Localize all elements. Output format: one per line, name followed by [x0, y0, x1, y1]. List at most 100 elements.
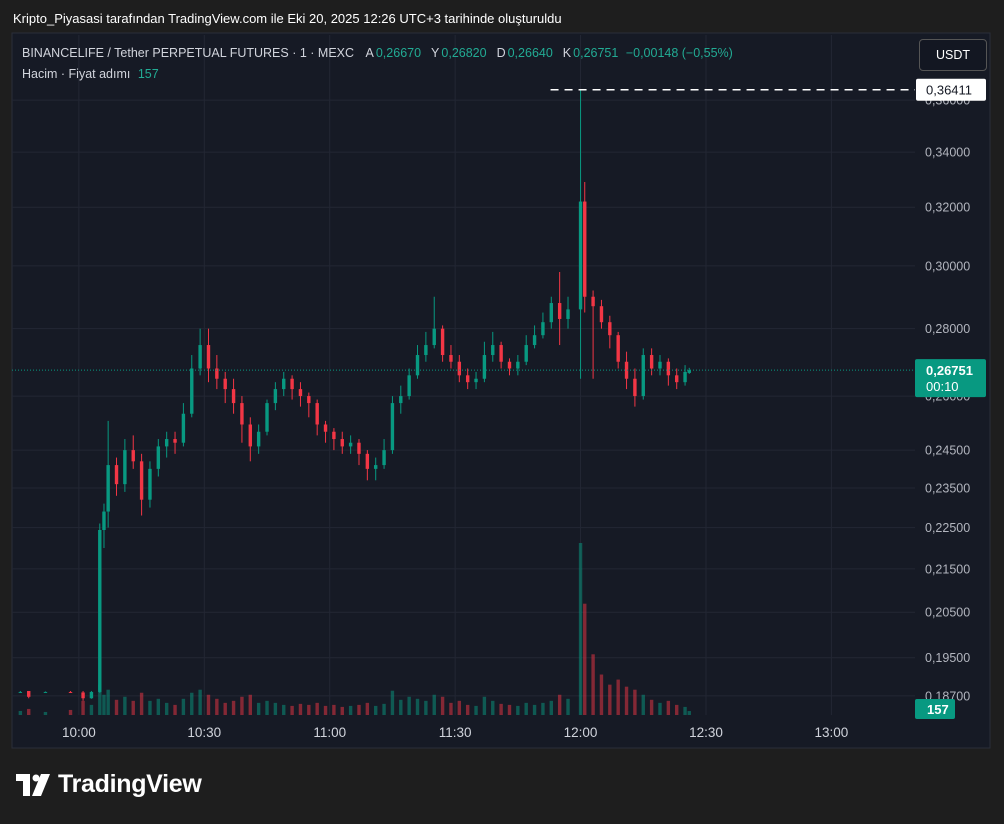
volume-bar [666, 700, 671, 715]
candle-body [156, 446, 161, 469]
logo-icon [16, 773, 50, 796]
candle-body [591, 296, 595, 307]
volume-bar [633, 689, 637, 715]
currency-button[interactable]: USDT [919, 39, 987, 71]
candle-body [148, 468, 152, 500]
volume-bar [474, 705, 478, 715]
ohlc-value: 0,26670 [375, 46, 422, 60]
candle-body [407, 375, 411, 397]
candle-body [557, 303, 562, 319]
y-tick-label: 0,30000 [925, 259, 970, 273]
volume-bar [440, 696, 445, 715]
candle-body [491, 345, 495, 356]
candle-body [206, 345, 211, 369]
candle-body [549, 303, 553, 323]
ohlc-value: 0,26820 [441, 46, 487, 60]
volume-bar [231, 700, 236, 715]
y-tick-label: 0,28000 [925, 322, 970, 336]
legend: BINANCELIFE / Tether PERPETUAL FUTURES ·… [22, 46, 735, 60]
candle-body [282, 378, 286, 390]
volume-bar [307, 704, 311, 715]
y-tick-label: 0,24500 [925, 444, 970, 458]
volume-bar [624, 686, 629, 715]
candle-body [265, 403, 269, 432]
volume-bar [482, 696, 487, 715]
volume-bar [164, 702, 169, 715]
candle-body [164, 439, 169, 447]
candle-body [43, 691, 48, 693]
volume-bar [332, 704, 336, 715]
volume-bar [465, 704, 470, 715]
candle-body [616, 335, 620, 362]
caption: Kripto_Piyasasi tarafından TradingView.c… [13, 11, 562, 26]
volume-bar [516, 705, 520, 715]
volume-bar [424, 700, 428, 715]
candle-body [307, 396, 311, 404]
candle-body [541, 322, 545, 336]
ohlc-value: 0,26751 [573, 46, 619, 60]
volume-bar [457, 700, 462, 715]
volume-bar [68, 709, 73, 715]
volume-bar [106, 689, 110, 715]
volume-bar [687, 711, 691, 715]
candle-body [649, 355, 654, 369]
volume-bar [541, 702, 545, 715]
ohlc-key: K [562, 46, 572, 60]
candle-body [27, 690, 31, 697]
volume-bar [148, 700, 152, 715]
candle-body [578, 201, 583, 310]
last-price-box [915, 359, 986, 398]
volume-bar [683, 706, 687, 715]
volume-bar [181, 698, 186, 715]
volume-bar [81, 700, 85, 715]
candle-body [231, 389, 236, 404]
volume-bar [156, 698, 161, 715]
volume-bar [89, 704, 94, 715]
candle-body [315, 403, 319, 425]
volume-bar [616, 679, 620, 715]
y-tick-label: 0,32000 [925, 201, 970, 215]
volume-bar [273, 702, 278, 715]
volume-bar [649, 699, 654, 715]
candle-body [424, 345, 428, 356]
last-price-label: 0,26751 [926, 363, 973, 378]
y-tick-label: 0,21500 [925, 562, 970, 576]
candle-body [240, 403, 244, 425]
ohlc-key: D [496, 46, 506, 60]
volume-bar [374, 705, 378, 715]
candle-body [102, 511, 106, 530]
x-tick-label: 11:00 [313, 725, 346, 740]
volume-bar [390, 690, 395, 715]
volume-bar [591, 654, 595, 715]
candle-body [440, 328, 445, 356]
x-tick-label: 10:00 [62, 725, 96, 740]
volume-bar [18, 710, 23, 715]
candle-body [516, 361, 520, 369]
ohlc: A 0,26670 Y 0,26820 D 0,26640 K 0,26751 [360, 46, 621, 60]
candle-body [131, 450, 135, 462]
candle-body [599, 306, 604, 323]
volume-bar [190, 692, 194, 715]
candle-body [18, 691, 23, 693]
volume-bar [131, 700, 135, 715]
candle-body [181, 413, 186, 443]
volume-bar [248, 694, 252, 715]
candle-body [482, 355, 487, 379]
volume-bar [240, 696, 244, 715]
high-label-box [916, 78, 986, 101]
volume-bar [399, 699, 403, 715]
candle-body [190, 368, 194, 414]
x-tick-label: 13:00 [814, 725, 848, 740]
volume-legend: Hacim · Fiyat adımı 157 [22, 67, 159, 81]
candle-body [290, 378, 294, 390]
candle-body [248, 424, 252, 447]
candle-body [273, 389, 278, 404]
candle-body [507, 361, 512, 369]
logo-text: TradingView [58, 770, 202, 798]
candle-body [223, 378, 227, 390]
candle-body [298, 389, 303, 397]
candle-body [357, 442, 361, 454]
candle-body [98, 529, 102, 692]
chart-pane [11, 32, 991, 749]
